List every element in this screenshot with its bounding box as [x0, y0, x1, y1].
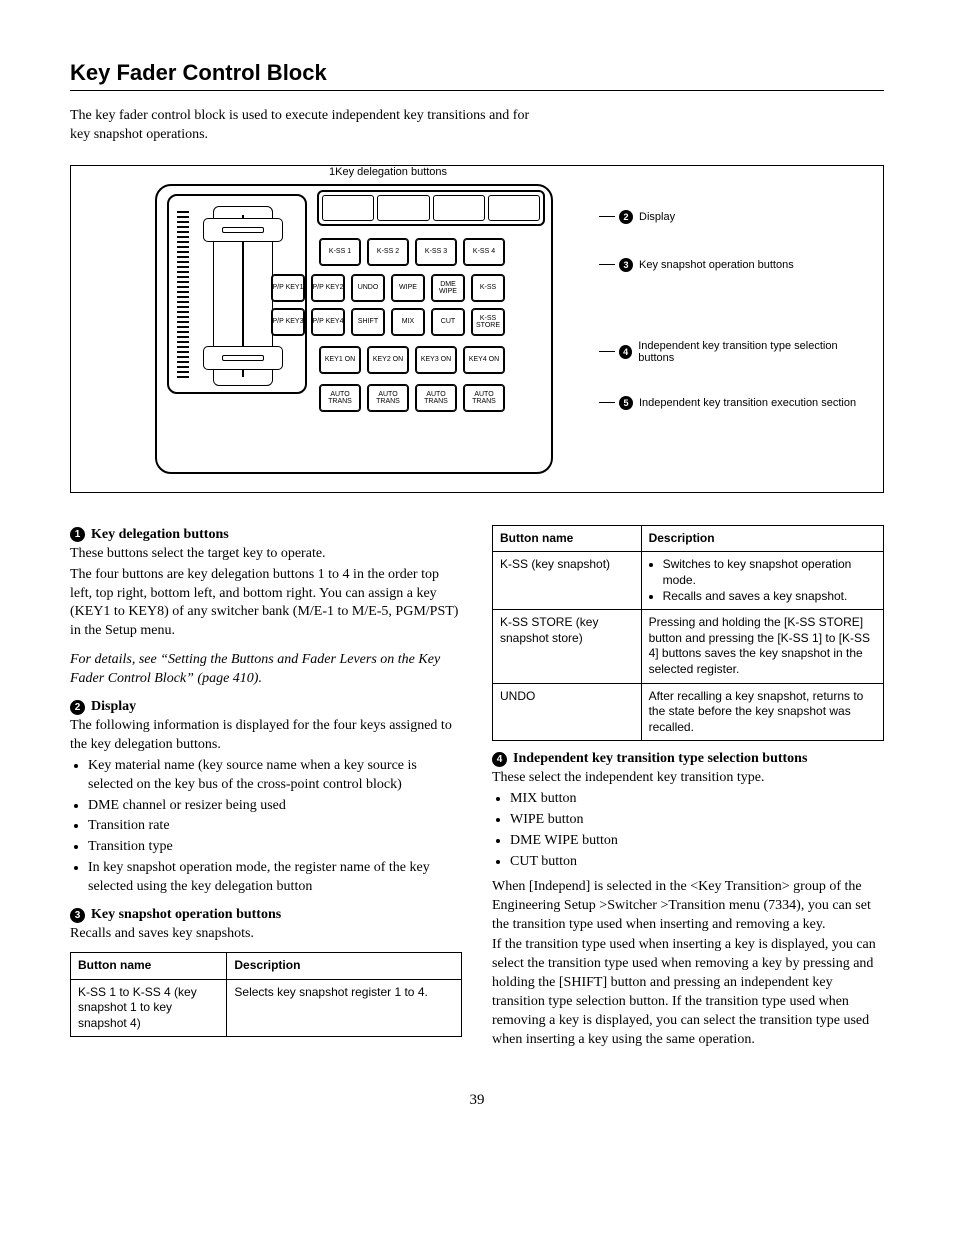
row-2: P/P KEY1 P/P KEY2 UNDO WIPE DME WIPE K-S…: [271, 274, 505, 302]
item-2-b2: DME channel or resizer being used: [88, 797, 462, 816]
control-panel: K-SS 1 K-SS 2 K-SS 3 K-SS 4 P/P KEY1 P/P…: [155, 184, 553, 474]
item-2-b1: Key material name (key source name when …: [88, 757, 462, 795]
btn-auto-trans-1[interactable]: AUTO TRANS: [319, 384, 361, 412]
item-3-title: Key snapshot operation buttons: [91, 907, 281, 923]
btn-kss-3[interactable]: K-SS 3: [415, 238, 457, 266]
diagram-container: 1Key delegation buttons K-SS 1 K-SS 2 K-…: [70, 165, 884, 493]
callout-2-label: Display: [639, 211, 675, 223]
item-4-head: 4Independent key transition type selecti…: [492, 751, 884, 767]
btn-kss[interactable]: K-SS: [471, 274, 505, 302]
t2-r1c1: K-SS (key snapshot): [493, 552, 642, 610]
t2-r1c2: Switches to key snapshot operation mode.…: [641, 552, 883, 610]
item-1-head: 1Key delegation buttons: [70, 527, 462, 543]
fader-knob-bottom: [203, 346, 283, 370]
btn-kss-2[interactable]: K-SS 2: [367, 238, 409, 266]
right-column: Button name Description K-SS (key snapsh…: [492, 517, 884, 1052]
page-title: Key Fader Control Block: [70, 60, 884, 91]
t2-r3c2: After recalling a key snapshot, returns …: [641, 683, 883, 741]
item-1-ref: For details, see “Setting the Buttons an…: [70, 651, 462, 689]
callout-3-label: Key snapshot operation buttons: [639, 259, 794, 271]
item-2-b3: Transition rate: [88, 817, 462, 836]
item-4-p2: If the transition type used when inserti…: [492, 936, 884, 1049]
callout-4: 4Independent key transition type selecti…: [599, 340, 863, 364]
item-4-b4: CUT button: [510, 853, 884, 872]
callout-2: 2Display: [599, 210, 863, 224]
item-1-title: Key delegation buttons: [91, 527, 229, 543]
item-2-b4: Transition type: [88, 838, 462, 857]
t2-h1: Button name: [493, 525, 642, 552]
btn-shift[interactable]: SHIFT: [351, 308, 385, 336]
callouts-right: 2Display 3Key snapshot operation buttons…: [591, 184, 863, 474]
item-2-intro: The following information is displayed f…: [70, 717, 462, 755]
item-4-intro: These select the independent key transit…: [492, 769, 884, 788]
item-1-p2: The four buttons are key delegation butt…: [70, 566, 462, 642]
callout-1-label: Key delegation buttons: [335, 166, 447, 178]
t2-h2: Description: [641, 525, 883, 552]
item-4-b2: WIPE button: [510, 811, 884, 830]
item-4-b3: DME WIPE button: [510, 832, 884, 851]
btn-key2-on[interactable]: KEY2 ON: [367, 346, 409, 374]
row-5: AUTO TRANS AUTO TRANS AUTO TRANS AUTO TR…: [319, 384, 505, 412]
btn-cut[interactable]: CUT: [431, 308, 465, 336]
t1-r1c2: Selects key snapshot register 1 to 4.: [227, 979, 462, 1037]
btn-auto-trans-3[interactable]: AUTO TRANS: [415, 384, 457, 412]
btn-mix[interactable]: MIX: [391, 308, 425, 336]
btn-wipe[interactable]: WIPE: [391, 274, 425, 302]
left-column: 1Key delegation buttons These buttons se…: [70, 517, 462, 1052]
btn-key1-on[interactable]: KEY1 ON: [319, 346, 361, 374]
item-4-title: Independent key transition type selectio…: [513, 751, 807, 767]
item-2-list: Key material name (key source name when …: [88, 757, 462, 897]
btn-pp-key2[interactable]: P/P KEY2: [311, 274, 345, 302]
t2-r3c1: UNDO: [493, 683, 642, 741]
item-1-p1: These buttons select the target key to o…: [70, 545, 462, 564]
btn-undo[interactable]: UNDO: [351, 274, 385, 302]
table-2: Button name Description K-SS (key snapsh…: [492, 525, 884, 742]
callout-1: 1Key delegation buttons: [329, 166, 447, 178]
btn-pp-key4[interactable]: P/P KEY4: [311, 308, 345, 336]
item-4-p1: When [Independ] is selected in the <Key …: [492, 878, 884, 935]
row-kss: K-SS 1 K-SS 2 K-SS 3 K-SS 4: [319, 238, 505, 266]
t1-h1: Button name: [71, 952, 227, 979]
t2-r2c2: Pressing and holding the [K-SS STORE] bu…: [641, 610, 883, 683]
row-3: P/P KEY3 P/P KEY4 SHIFT MIX CUT K-SS STO…: [271, 308, 505, 336]
t2-r1c2b: Recalls and saves a key snapshot.: [663, 589, 876, 605]
btn-pp-key3[interactable]: P/P KEY3: [271, 308, 305, 336]
callout-5: 5Independent key transition execution se…: [599, 396, 863, 410]
t1-r1c1: K-SS 1 to K-SS 4 (key snapshot 1 to key …: [71, 979, 227, 1037]
display-strip: [317, 190, 545, 226]
btn-dme-wipe[interactable]: DME WIPE: [431, 274, 465, 302]
btn-key4-on[interactable]: KEY4 ON: [463, 346, 505, 374]
btn-pp-key1[interactable]: P/P KEY1: [271, 274, 305, 302]
btn-kss-4[interactable]: K-SS 4: [463, 238, 505, 266]
t2-r1c2a: Switches to key snapshot operation mode.: [663, 557, 876, 588]
item-3-head: 3Key snapshot operation buttons: [70, 907, 462, 923]
item-2-b5: In key snapshot operation mode, the regi…: [88, 859, 462, 897]
btn-kss-store[interactable]: K-SS STORE: [471, 308, 505, 336]
item-4-b1: MIX button: [510, 790, 884, 809]
btn-key3-on[interactable]: KEY3 ON: [415, 346, 457, 374]
item-3-intro: Recalls and saves key snapshots.: [70, 925, 462, 944]
intro-text: The key fader control block is used to e…: [70, 107, 550, 145]
btn-auto-trans-2[interactable]: AUTO TRANS: [367, 384, 409, 412]
fader-knob-top: [203, 218, 283, 242]
page-number: 39: [70, 1092, 884, 1109]
btn-auto-trans-4[interactable]: AUTO TRANS: [463, 384, 505, 412]
callout-5-label: Independent key transition execution sec…: [639, 397, 856, 409]
item-2-title: Display: [91, 699, 136, 715]
item-4-list: MIX button WIPE button DME WIPE button C…: [510, 790, 884, 872]
t1-h2: Description: [227, 952, 462, 979]
row-4: KEY1 ON KEY2 ON KEY3 ON KEY4 ON: [319, 346, 505, 374]
btn-kss-1[interactable]: K-SS 1: [319, 238, 361, 266]
callout-4-label: Independent key transition type selectio…: [638, 340, 863, 364]
t2-r2c1: K-SS STORE (key snapshot store): [493, 610, 642, 683]
table-1: Button name Description K-SS 1 to K-SS 4…: [70, 952, 462, 1037]
item-2-head: 2Display: [70, 699, 462, 715]
callout-3: 3Key snapshot operation buttons: [599, 258, 863, 272]
